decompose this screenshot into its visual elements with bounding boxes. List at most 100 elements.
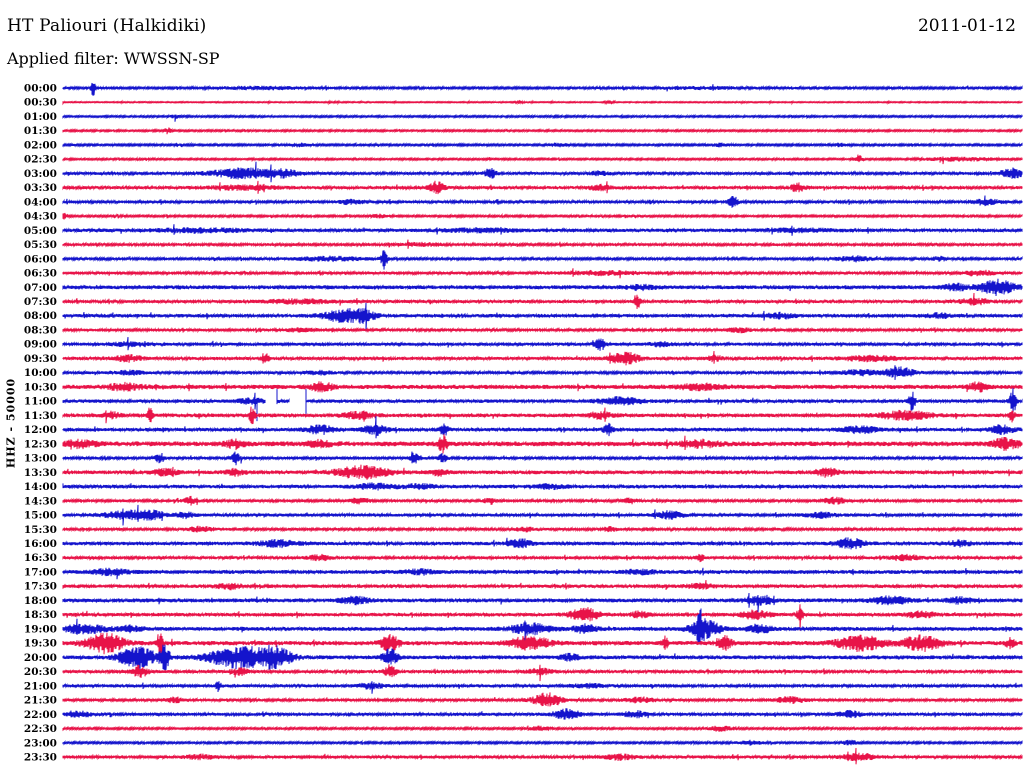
trace-row-0200: 02:00 xyxy=(24,139,1023,151)
seismic-trace xyxy=(62,388,1023,422)
trace-row-0100: 01:00 xyxy=(24,111,1023,123)
trace-row-2000: 20:00 xyxy=(24,644,1023,672)
row-time-label: 22:30 xyxy=(24,723,57,735)
row-time-label: 10:00 xyxy=(24,367,57,379)
row-time-label: 17:00 xyxy=(24,566,57,578)
row-time-label: 02:00 xyxy=(24,139,57,151)
seismic-trace xyxy=(62,82,1023,96)
row-time-label: 02:30 xyxy=(24,154,57,166)
row-time-label: 08:00 xyxy=(24,310,57,322)
seismic-trace xyxy=(62,161,1023,183)
row-time-label: 18:30 xyxy=(24,609,57,621)
seismic-trace xyxy=(62,525,1023,533)
row-time-label: 16:00 xyxy=(24,538,57,550)
row-time-label: 13:30 xyxy=(24,467,57,479)
trace-row-1430: 14:30 xyxy=(24,495,1023,507)
trace-row-0130: 01:30 xyxy=(24,125,1023,137)
row-time-label: 19:30 xyxy=(24,638,57,650)
seismic-trace xyxy=(62,632,1023,656)
row-time-label: 11:00 xyxy=(24,396,57,408)
seismic-trace xyxy=(62,278,1023,297)
seismic-trace xyxy=(62,495,1023,506)
trace-row-0730: 07:30 xyxy=(24,292,1023,309)
seismic-trace xyxy=(62,212,1023,220)
seismic-trace xyxy=(62,644,1023,672)
trace-row-1000: 10:00 xyxy=(24,365,1023,380)
seismic-trace xyxy=(62,195,1023,208)
trace-row-1730: 17:30 xyxy=(24,580,1023,593)
trace-row-0430: 04:30 xyxy=(24,211,1023,223)
trace-row-0830: 08:30 xyxy=(24,324,1023,336)
row-time-label: 03:00 xyxy=(24,168,57,180)
row-time-label: 21:30 xyxy=(24,695,57,707)
trace-row-1600: 16:00 xyxy=(24,537,1023,550)
record-date: 2011-01-12 xyxy=(917,16,1016,36)
trace-row-2230: 22:30 xyxy=(24,723,1023,735)
trace-row-1300: 13:00 xyxy=(24,451,1023,466)
seismic-trace xyxy=(62,608,1023,645)
trace-row-2330: 23:30 xyxy=(24,747,1023,765)
seismic-trace xyxy=(62,337,1023,351)
row-time-label: 11:30 xyxy=(24,410,57,422)
seismic-trace xyxy=(62,416,1023,439)
row-time-label: 00:30 xyxy=(24,97,57,109)
seismic-trace xyxy=(62,464,1023,480)
trace-row-0930: 09:30 xyxy=(24,350,1023,366)
seismic-trace xyxy=(62,292,1023,309)
row-time-label: 23:30 xyxy=(24,751,57,763)
trace-row-1130: 11:30 xyxy=(24,406,1023,425)
seismic-trace xyxy=(62,553,1023,563)
trace-row-1100: 11:00 xyxy=(24,388,1023,422)
row-time-label: 12:30 xyxy=(24,438,57,450)
row-time-label: 05:00 xyxy=(24,225,57,237)
row-time-label: 06:00 xyxy=(24,253,57,265)
row-time-label: 14:30 xyxy=(24,495,57,507)
trace-row-0900: 09:00 xyxy=(24,337,1023,351)
seismic-trace xyxy=(62,154,1023,165)
trace-row-1400: 14:00 xyxy=(24,481,1023,493)
trace-row-0500: 05:00 xyxy=(24,224,1023,237)
trace-row-1030: 10:30 xyxy=(24,381,1023,393)
row-time-label: 01:00 xyxy=(24,111,57,123)
trace-row-2030: 20:30 xyxy=(24,664,1023,682)
trace-row-1930: 19:30 xyxy=(24,632,1023,656)
seismic-trace xyxy=(62,250,1023,270)
trace-row-1530: 15:30 xyxy=(24,524,1023,536)
row-time-label: 16:30 xyxy=(24,552,57,564)
row-time-label: 04:00 xyxy=(24,196,57,208)
seismic-trace xyxy=(62,434,1023,454)
trace-row-1830: 18:30 xyxy=(24,604,1023,631)
trace-row-2130: 21:30 xyxy=(24,692,1023,707)
seismic-trace xyxy=(62,406,1023,425)
trace-row-1700: 17:00 xyxy=(24,566,1023,580)
trace-row-0600: 06:00 xyxy=(24,250,1023,270)
row-time-label: 14:00 xyxy=(24,481,57,493)
row-time-label: 20:30 xyxy=(24,666,57,678)
seismic-trace xyxy=(62,681,1023,694)
trace-row-0300: 03:00 xyxy=(24,161,1023,183)
row-time-label: 00:00 xyxy=(24,83,57,95)
seismic-trace xyxy=(62,113,1023,122)
row-time-label: 18:00 xyxy=(24,595,57,607)
seismic-trace xyxy=(62,747,1023,765)
seismic-trace xyxy=(62,141,1023,149)
seismic-trace xyxy=(62,268,1023,279)
trace-row-0000: 00:00 xyxy=(24,82,1023,96)
row-time-label: 09:30 xyxy=(24,353,57,365)
trace-row-0230: 02:30 xyxy=(24,154,1023,166)
trace-row-1200: 12:00 xyxy=(24,416,1023,439)
seismic-trace xyxy=(62,365,1023,380)
applied-filter-label: Applied filter: WWSSN-SP xyxy=(7,49,220,68)
seismic-trace xyxy=(62,350,1023,366)
seismic-trace xyxy=(62,482,1023,491)
seismic-trace xyxy=(62,725,1023,732)
trace-row-1900: 19:00 xyxy=(24,608,1023,645)
trace-row-2200: 22:00 xyxy=(24,708,1023,721)
seismic-trace xyxy=(62,239,1023,249)
trace-row-0630: 06:30 xyxy=(24,268,1023,280)
station-title: HT Paliouri (Halkidiki) xyxy=(7,16,207,36)
trace-row-1630: 16:30 xyxy=(24,552,1023,564)
row-time-label: 03:30 xyxy=(24,182,57,194)
